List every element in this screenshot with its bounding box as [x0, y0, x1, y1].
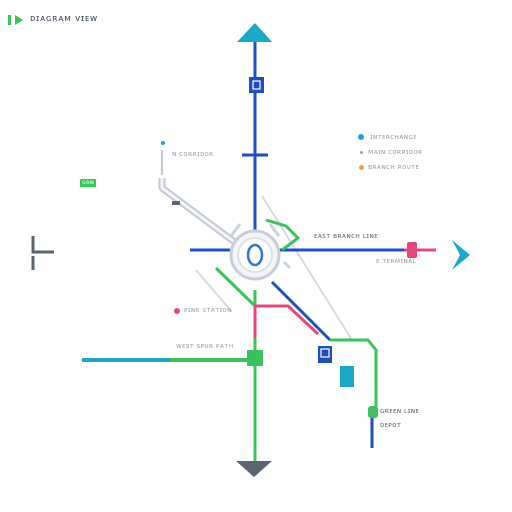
pink-station-dot [174, 308, 180, 314]
green-southeast-line [330, 338, 378, 410]
legend-label-branch: ʙʀᴀɴᴄʜ ʀᴏᴜᴛᴇ [368, 163, 420, 171]
brand-bar-icon [8, 15, 11, 25]
arrow-up-icon [237, 23, 272, 42]
legend-label-interchange: ɪɴᴛᴇʀᴄʜᴀɴɢᴇ [370, 133, 417, 141]
label-green-tag: ɢʀɴ [80, 179, 97, 187]
blue-station-inner [320, 348, 330, 358]
label-north-corridor: ɴ ᴄᴏʀʀɪᴅᴏʀ [172, 150, 214, 158]
label-depot: ᴅᴇᴘᴏᴛ [380, 421, 402, 429]
label-west-spur: ᴡᴇsᴛ sᴘᴜʀ ᴘᴀᴛʜ [176, 342, 234, 350]
green-station-square [247, 350, 263, 366]
blue-southeast-line [270, 280, 332, 342]
gray-branch-inner [160, 178, 241, 248]
pink-route-line [253, 304, 320, 338]
gray-diagonal-line [261, 195, 353, 341]
page-title: ᴅɪᴀɢʀᴀᴍ ᴠɪᴇᴡ [30, 14, 98, 24]
cyan-station-block [340, 366, 354, 387]
pink-east-marker [407, 242, 417, 258]
legend-dot-interchange [358, 134, 364, 140]
label-east-terminal: ᴇ ᴛᴇʀᴍɪɴᴀʟ [376, 257, 417, 265]
north-station-inner [252, 80, 261, 90]
green-hub-arc [265, 218, 300, 252]
label-green-line: ɢʀᴇᴇɴ ʟɪɴᴇ [380, 407, 420, 415]
green-station-small [368, 406, 378, 418]
cyan-station-dot [161, 141, 165, 145]
legend-dot-branch [359, 165, 364, 170]
legend-dot-corridor [360, 151, 363, 154]
north-station-box [249, 77, 264, 93]
hub-node-icon [229, 223, 292, 281]
label-pink-station: ᴘɪɴᴋ sᴛᴀᴛɪᴏɴ [184, 306, 232, 314]
bracket-icon [31, 236, 54, 270]
arrow-down-icon [236, 461, 272, 477]
gray-branch-marker [172, 201, 180, 205]
gray-diagonal-line-2 [195, 269, 233, 313]
legend-label-corridor: ᴍᴀɪɴ ᴄᴏʀʀɪᴅᴏʀ [368, 148, 423, 156]
arrow-right-icon [452, 240, 470, 270]
green-diagonal-line [214, 266, 257, 308]
play-icon [15, 15, 23, 25]
label-east-branch: ᴇᴀsᴛ ʙʀᴀɴᴄʜ ʟɪɴᴇ [314, 232, 378, 240]
